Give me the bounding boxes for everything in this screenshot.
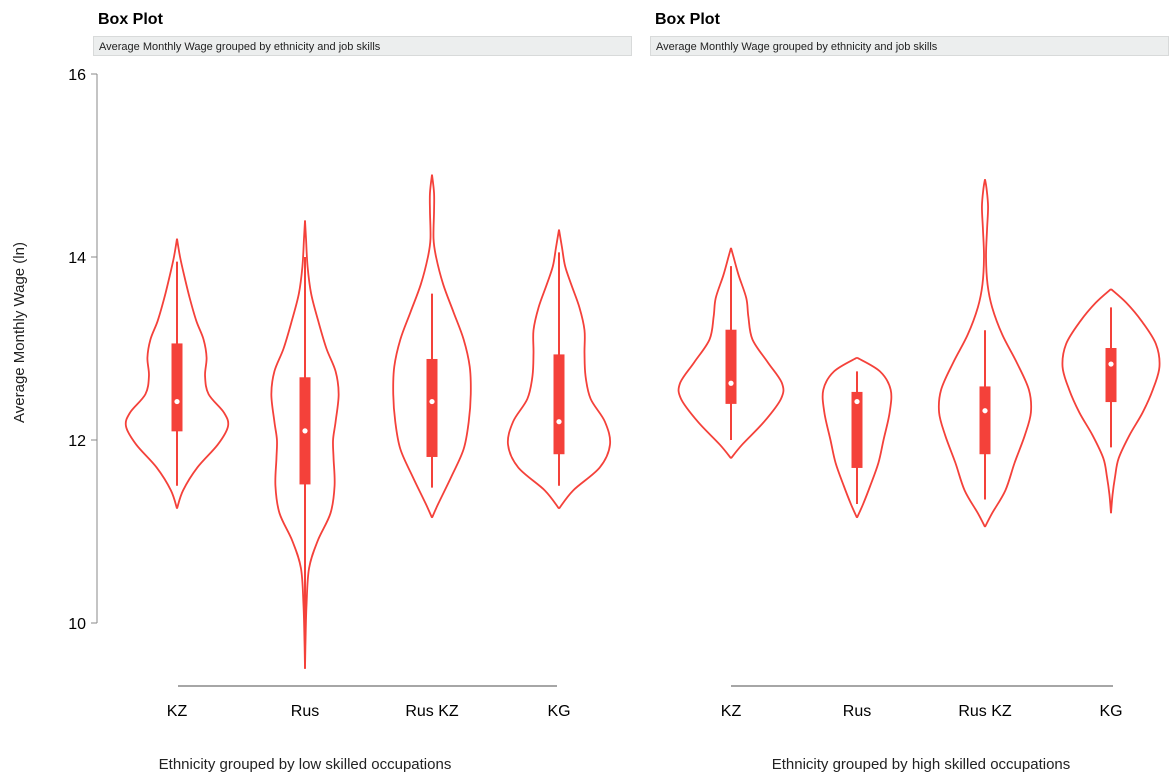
iqr-box [172,344,182,431]
y-tick-label: 14 [68,250,86,267]
iqr-box [427,359,437,456]
x-tick-label: Rus KZ [958,703,1012,720]
x-tick-label: KG [1099,703,1122,720]
x-tick-label: KG [547,703,570,720]
median-point [302,428,307,433]
x-axis-label: Ethnicity grouped by low skilled occupat… [159,756,452,773]
iqr-box [554,355,564,454]
x-tick-label: Rus KZ [405,703,459,720]
violin-rus-kz [393,175,471,518]
violin-outline-right [559,230,610,509]
x-axis-label: Ethnicity grouped by high skilled occupa… [772,756,1071,773]
x-tick-label: KZ [721,703,742,720]
violin-outline-left [679,248,731,458]
violin-outline-right [432,175,471,518]
y-tick-label: 12 [68,433,86,450]
violin-outline-left [939,179,985,527]
y-tick-label: 16 [68,67,86,84]
violin-outline-left [126,239,177,509]
violin-outline-right [177,239,228,509]
median-point [728,381,733,386]
violin-outline-left [1062,289,1111,513]
iqr-box [1106,349,1116,402]
violin-kg [1062,289,1159,513]
violin-rus [271,220,338,668]
violin-outline-left [508,230,559,509]
median-point [982,408,987,413]
violin-rus [823,358,892,518]
x-tick-label: Rus [843,703,871,720]
y-tick-label: 10 [68,616,86,633]
median-point [556,419,561,424]
y-axis-label: Average Monthly Wage (ln) [11,242,28,423]
iqr-box [980,387,990,454]
median-point [854,399,859,404]
x-tick-label: KZ [167,703,188,720]
violin-rus-kz [939,179,1031,527]
violin-outline-right [985,179,1031,527]
violin-kz [679,248,784,458]
violin-kz [126,239,229,509]
median-point [429,399,434,404]
iqr-box [726,330,736,403]
violin-kg [508,230,610,509]
x-tick-label: Rus [291,703,319,720]
median-point [1108,361,1113,366]
median-point [174,399,179,404]
violin-outline-right [731,248,783,458]
violin-outline-right [1111,289,1160,513]
violin-outline-left [393,175,432,518]
